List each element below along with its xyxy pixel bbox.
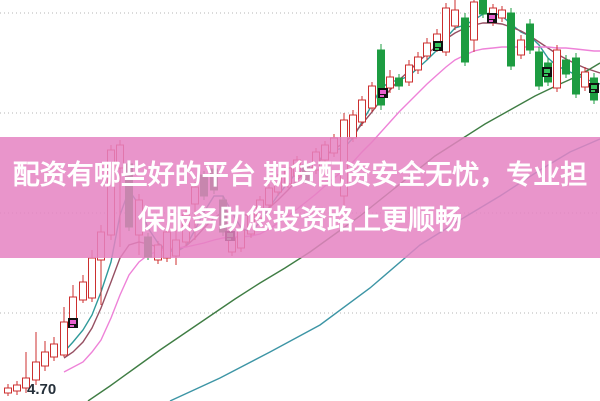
candle-body [22, 377, 30, 389]
candle-body [470, 1, 478, 41]
candle-body [88, 257, 96, 299]
candle-body [377, 49, 385, 106]
candle-body [32, 361, 40, 381]
candle-body [553, 49, 561, 89]
candle-body [349, 114, 357, 139]
candle-body [50, 343, 58, 358]
candle-body [423, 42, 431, 57]
signal-marker-glyph-magenta [489, 15, 495, 19]
signal-marker-glyph2-magenta [489, 20, 493, 22]
candle-body [562, 59, 570, 75]
candle-body [4, 387, 12, 394]
signal-marker-glyph2-magenta [70, 325, 74, 327]
signal-marker-glyph2-magenta [380, 95, 384, 97]
signal-marker-glyph-magenta [70, 320, 76, 324]
candle-body [581, 71, 589, 88]
candle-body [526, 23, 534, 51]
candle-body [60, 321, 68, 356]
candle-body [13, 384, 21, 392]
candle-body [41, 351, 49, 367]
signal-marker-glyph-green [591, 85, 597, 89]
candle-body [414, 56, 422, 71]
signal-marker-glyph-magenta [380, 90, 386, 94]
promo-banner-text-line1: 配资有哪些好的平台 期货配资安全无忧，专业担 [12, 159, 588, 190]
candle-body [572, 57, 580, 95]
candle-body [517, 39, 525, 56]
candle-body [498, 9, 506, 19]
candle-body [479, 0, 487, 15]
candle-body [368, 85, 376, 109]
candle-body [507, 12, 515, 67]
signal-marker-glyph-green [435, 43, 441, 47]
price-axis-label: 4.70 [27, 381, 57, 398]
candle-body [79, 281, 87, 301]
signal-marker-glyph2-green [544, 74, 548, 76]
candle-body [461, 17, 469, 63]
promo-banner-overlay: 配资有哪些好的平台 期货配资安全无忧，专业担 保服务助您投资路上更顺畅 [0, 137, 600, 258]
candle-body [358, 99, 366, 123]
candle-body [395, 77, 403, 87]
signal-marker-glyph-green [544, 69, 550, 73]
signal-marker-glyph2-green [435, 48, 439, 50]
candle-body [405, 64, 413, 83]
candle-body [535, 51, 543, 87]
promo-banner-text-line2: 保服务助您投资路上更顺畅 [138, 204, 462, 235]
candle-body [386, 76, 394, 89]
candle-body [442, 7, 450, 53]
candle-body [451, 9, 459, 27]
signal-marker-glyph2-green [591, 90, 595, 92]
